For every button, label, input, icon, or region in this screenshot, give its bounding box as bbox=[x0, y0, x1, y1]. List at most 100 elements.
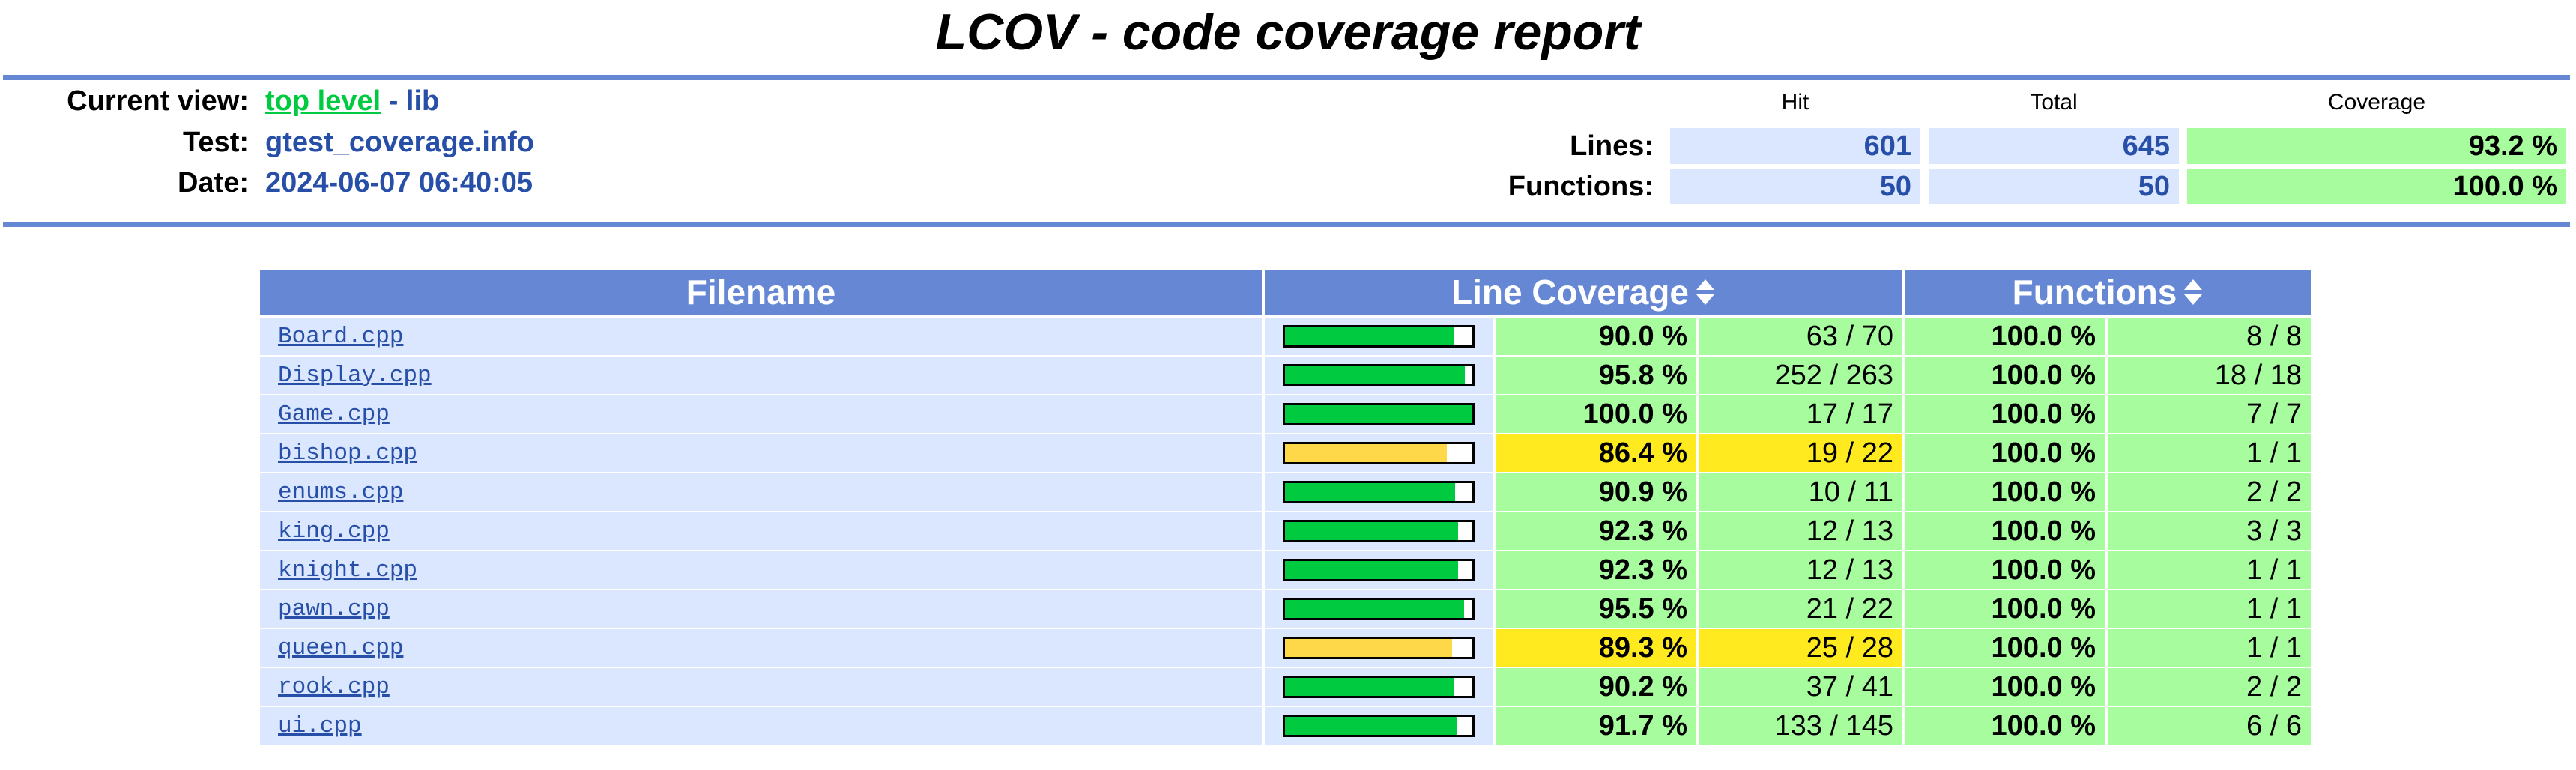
view-label: Current view: bbox=[67, 85, 249, 117]
sort-icon[interactable] bbox=[2183, 277, 2204, 307]
filename[interactable]: ui.cpp bbox=[260, 707, 1262, 745]
table-header-text: Filename bbox=[686, 273, 836, 312]
report-title: LCOV - code coverage report bbox=[935, 4, 1641, 61]
filename[interactable]: rook.cpp bbox=[260, 668, 1262, 706]
summary-total: 50 bbox=[1929, 169, 2179, 204]
line-coverage-percent: 89.3 % bbox=[1496, 629, 1696, 667]
summary-coverage: 93.2 % bbox=[2187, 128, 2566, 164]
function-coverage-count: 8 / 8 bbox=[2108, 318, 2311, 355]
summary-hit: 601 bbox=[1670, 128, 1920, 164]
line-coverage-count: 37 / 41 bbox=[1699, 668, 1902, 706]
coverage-bar-box bbox=[1283, 715, 1475, 737]
function-coverage-count: 1 / 1 bbox=[2108, 434, 2311, 472]
coverage-bar bbox=[1285, 366, 1465, 384]
summary-coverage: 100.0 % bbox=[2187, 169, 2566, 204]
date-value: 2024-06-07 06:40:05 bbox=[265, 167, 533, 198]
function-coverage-percent: 100.0 % bbox=[1905, 395, 2105, 433]
function-coverage-count: 1 / 1 bbox=[2108, 629, 2311, 667]
test-label: Test: bbox=[183, 127, 249, 158]
filename[interactable]: bishop.cpp bbox=[260, 434, 1262, 472]
summary-row-label: Functions: bbox=[1508, 171, 1654, 202]
line-coverage-percent: 90.9 % bbox=[1496, 473, 1696, 511]
test-value: gtest_coverage.info bbox=[265, 127, 534, 158]
function-coverage-percent: 100.0 % bbox=[1905, 473, 2105, 511]
function-coverage-count: 1 / 1 bbox=[2108, 551, 2311, 589]
bar-cell bbox=[1265, 668, 1493, 706]
coverage-bar bbox=[1285, 639, 1453, 657]
filename[interactable]: enums.cpp bbox=[260, 473, 1262, 511]
line-coverage-count: 19 / 22 bbox=[1699, 434, 1902, 472]
function-coverage-count: 1 / 1 bbox=[2108, 590, 2311, 628]
filename[interactable]: Board.cpp bbox=[260, 318, 1262, 355]
function-coverage-count: 6 / 6 bbox=[2108, 707, 2311, 745]
view-value: top level - lib bbox=[265, 85, 439, 118]
function-coverage-percent: 100.0 % bbox=[1905, 707, 2105, 745]
line-coverage-percent: 95.5 % bbox=[1496, 590, 1696, 628]
table-header: Line Coverage bbox=[1265, 270, 1902, 315]
bar-cell bbox=[1265, 551, 1493, 589]
line-coverage-percent: 92.3 % bbox=[1496, 551, 1696, 589]
table-header: Filename bbox=[260, 270, 1262, 315]
top-level-link[interactable]: top level bbox=[265, 85, 381, 117]
coverage-bar-box bbox=[1283, 364, 1475, 386]
sort-icon[interactable] bbox=[1695, 277, 1716, 307]
summary-hit: 50 bbox=[1670, 169, 1920, 204]
coverage-bar bbox=[1285, 678, 1454, 696]
line-coverage-count: 252 / 263 bbox=[1699, 357, 1902, 394]
bar-cell bbox=[1265, 629, 1493, 667]
filename[interactable]: pawn.cpp bbox=[260, 590, 1262, 628]
line-coverage-count: 12 / 13 bbox=[1699, 551, 1902, 589]
table-header: Functions bbox=[1905, 270, 2311, 315]
line-coverage-percent: 100.0 % bbox=[1496, 395, 1696, 433]
coverage-bar bbox=[1285, 717, 1457, 735]
bar-cell bbox=[1265, 357, 1493, 394]
filename[interactable]: queen.cpp bbox=[260, 629, 1262, 667]
filename[interactable]: king.cpp bbox=[260, 512, 1262, 550]
bar-cell bbox=[1265, 707, 1493, 745]
function-coverage-percent: 100.0 % bbox=[1905, 512, 2105, 550]
top-rule bbox=[3, 75, 2570, 80]
function-coverage-percent: 100.0 % bbox=[1905, 590, 2105, 628]
line-coverage-count: 63 / 70 bbox=[1699, 318, 1902, 355]
filename[interactable]: knight.cpp bbox=[260, 551, 1262, 589]
coverage-bar bbox=[1285, 405, 1472, 423]
function-coverage-count: 3 / 3 bbox=[2108, 512, 2311, 550]
line-coverage-count: 17 / 17 bbox=[1699, 395, 1902, 433]
function-coverage-percent: 100.0 % bbox=[1905, 551, 2105, 589]
bar-cell bbox=[1265, 590, 1493, 628]
coverage-bar-box bbox=[1283, 637, 1475, 659]
line-coverage-percent: 90.0 % bbox=[1496, 318, 1696, 355]
function-coverage-count: 18 / 18 bbox=[2108, 357, 2311, 394]
line-coverage-count: 21 / 22 bbox=[1699, 590, 1902, 628]
line-coverage-count: 133 / 145 bbox=[1699, 707, 1902, 745]
line-coverage-percent: 95.8 % bbox=[1496, 357, 1696, 394]
filename[interactable]: Display.cpp bbox=[260, 357, 1262, 394]
coverage-bar bbox=[1285, 327, 1454, 345]
bar-cell bbox=[1265, 473, 1493, 511]
filename[interactable]: Game.cpp bbox=[260, 395, 1262, 433]
coverage-bar bbox=[1285, 483, 1456, 501]
line-coverage-percent: 92.3 % bbox=[1496, 512, 1696, 550]
bar-cell bbox=[1265, 395, 1493, 433]
table-header-text: Line Coverage bbox=[1451, 273, 1689, 312]
line-coverage-count: 25 / 28 bbox=[1699, 629, 1902, 667]
summary-column-header: Coverage bbox=[2327, 90, 2426, 115]
line-coverage-count: 10 / 11 bbox=[1699, 473, 1902, 511]
bottom-rule bbox=[3, 222, 2570, 227]
coverage-bar bbox=[1285, 444, 1447, 462]
coverage-bar-box bbox=[1283, 403, 1475, 425]
coverage-bar-box bbox=[1283, 481, 1475, 503]
coverage-bar-box bbox=[1283, 325, 1475, 348]
line-coverage-percent: 90.2 % bbox=[1496, 668, 1696, 706]
coverage-bar-box bbox=[1283, 598, 1475, 620]
summary-row-label: Lines: bbox=[1570, 130, 1654, 162]
view-rest: - lib bbox=[388, 85, 440, 117]
coverage-bar bbox=[1285, 600, 1464, 618]
bar-cell bbox=[1265, 512, 1493, 550]
function-coverage-percent: 100.0 % bbox=[1905, 357, 2105, 394]
function-coverage-percent: 100.0 % bbox=[1905, 434, 2105, 472]
summary-column-header: Hit bbox=[1781, 90, 1809, 115]
coverage-bar-box bbox=[1283, 520, 1475, 542]
summary-total: 645 bbox=[1929, 128, 2179, 164]
